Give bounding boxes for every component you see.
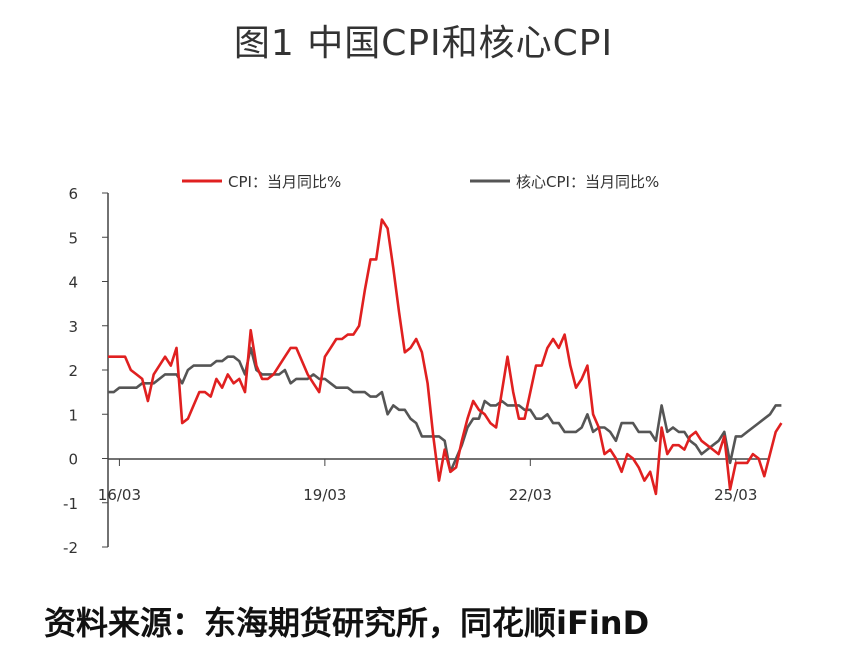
- y-tick-label: 2: [68, 362, 78, 380]
- y-tick-label: 5: [68, 229, 78, 247]
- y-tick-labels: 6 5 4 3 2 1 0 -1 -2: [63, 185, 108, 557]
- chart-title: 图1 中国CPI和核心CPI: [233, 23, 614, 64]
- y-tick-label: -2: [63, 539, 78, 557]
- legend-label-cpi: CPI：当月同比%: [228, 173, 341, 191]
- y-tick-label: -1: [63, 495, 78, 513]
- y-tick-label: 4: [68, 274, 78, 292]
- source-note: 资料来源：东海期货研究所，同花顺iFinD: [44, 604, 650, 642]
- legend: CPI：当月同比% 核心CPI：当月同比%: [182, 173, 659, 191]
- y-tick-label: 1: [68, 406, 78, 424]
- series-line-cpi: [108, 218, 783, 496]
- y-tick-label: 3: [68, 318, 78, 336]
- y-tick-label: 6: [68, 185, 78, 203]
- x-tick-label: 19/03: [303, 486, 346, 504]
- legend-label-core-cpi: 核心CPI：当月同比%: [516, 173, 659, 191]
- x-tick-label: 22/03: [509, 486, 552, 504]
- x-tick-labels: 16/03 19/03 22/03 25/03: [98, 459, 757, 504]
- series-lines: [108, 218, 783, 496]
- y-tick-label: 0: [68, 451, 78, 469]
- series-line-core-cpi: [108, 346, 782, 474]
- x-tick-label: 25/03: [714, 486, 757, 504]
- x-tick-label: 16/03: [98, 486, 141, 504]
